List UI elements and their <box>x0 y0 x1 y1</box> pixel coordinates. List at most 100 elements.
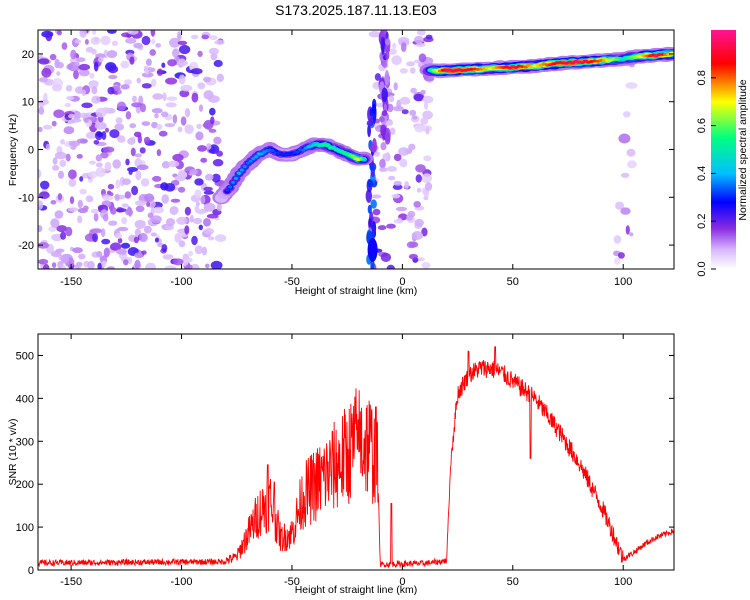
noise-blob <box>214 234 227 243</box>
noise-blob <box>108 74 118 80</box>
noise-blob <box>425 182 433 191</box>
noise-blob <box>128 170 133 175</box>
y-tick-label: 0 <box>28 145 34 157</box>
noise-blob <box>188 250 194 257</box>
ridge-blob <box>356 158 361 161</box>
noise-blob <box>134 153 142 158</box>
noise-blob <box>200 157 208 163</box>
noise-blob <box>102 147 110 153</box>
noise-blob <box>178 233 188 238</box>
noise-blob <box>200 195 206 205</box>
noise-blob <box>143 65 149 71</box>
streak-blob <box>380 124 387 137</box>
noise-blob <box>151 38 156 45</box>
y-tick-label: -10 <box>18 192 34 204</box>
noise-blob <box>388 175 396 181</box>
noise-blob <box>51 262 57 268</box>
noise-blob <box>180 116 187 126</box>
streak-blob <box>367 179 374 188</box>
noise-blob <box>190 68 203 75</box>
noise-blob <box>141 250 147 255</box>
noise-blob <box>89 160 96 165</box>
noise-blob <box>386 166 397 172</box>
noise-blob <box>117 135 126 143</box>
noise-blob <box>54 151 67 160</box>
noise-blob <box>179 89 190 98</box>
x-tick-label: 50 <box>507 276 519 288</box>
noise-blob <box>141 72 154 78</box>
noise-blob <box>55 248 65 253</box>
noise-blob <box>78 63 91 71</box>
noise-blob <box>423 101 429 110</box>
noise-blob <box>115 117 123 125</box>
noise-blob <box>374 73 381 81</box>
noise-blob <box>68 207 79 212</box>
noise-blob <box>203 218 211 227</box>
noise-blob <box>114 123 125 131</box>
noise-blob <box>189 169 198 175</box>
noise-blob <box>141 83 152 89</box>
noise-blob <box>623 111 631 118</box>
noise-blob <box>156 149 162 157</box>
noise-blob <box>185 264 193 269</box>
noise-blob <box>167 59 177 67</box>
noise-blob <box>184 108 191 118</box>
noise-blob <box>73 69 79 80</box>
noise-blob <box>393 219 404 224</box>
noise-blob <box>380 142 387 151</box>
noise-blob <box>138 232 148 243</box>
noise-blob <box>66 95 75 101</box>
noise-blob <box>392 42 397 49</box>
noise-blob <box>399 96 411 105</box>
noise-blob <box>203 190 214 195</box>
noise-blob <box>143 136 151 145</box>
noise-blob <box>627 160 637 169</box>
snr-y-axis-label: SNR (10 * v/v) <box>7 418 19 485</box>
noise-blob <box>412 115 418 120</box>
noise-blob <box>101 238 111 245</box>
streak-blob <box>385 38 391 46</box>
ridge-blob <box>362 156 367 160</box>
noise-blob <box>206 143 212 150</box>
noise-blob <box>114 193 120 201</box>
noise-blob <box>42 124 53 130</box>
noise-blob <box>393 82 398 91</box>
noise-blob <box>198 224 203 231</box>
noise-blob <box>167 160 180 168</box>
noise-blob <box>84 39 89 45</box>
noise-blob <box>38 77 48 83</box>
spectrogram-x-axis-label: Height of straight line (km) <box>295 285 418 297</box>
noise-blob <box>387 103 394 113</box>
noise-blob <box>74 39 82 44</box>
noise-blob <box>389 127 396 135</box>
streak-blob <box>367 124 371 138</box>
noise-blob <box>414 218 425 227</box>
y-tick-label: 20 <box>22 49 34 61</box>
ridge-blob <box>239 168 244 172</box>
noise-blob <box>100 228 106 238</box>
noise-blob <box>172 114 178 124</box>
noise-blob <box>81 89 86 96</box>
streak-blob <box>371 227 376 235</box>
noise-blob <box>60 264 66 269</box>
noise-blob <box>368 31 381 38</box>
noise-blob <box>192 217 203 225</box>
noise-blob <box>198 104 204 112</box>
noise-blob <box>65 226 73 237</box>
noise-blob <box>103 247 110 258</box>
y-tick-label: 200 <box>16 479 34 491</box>
noise-blob <box>92 30 97 35</box>
noise-blob <box>38 58 50 65</box>
noise-blob <box>108 220 118 226</box>
streak-blob <box>365 189 372 203</box>
noise-blob <box>194 178 204 186</box>
noise-blob <box>133 236 139 244</box>
noise-blob <box>50 200 57 205</box>
noise-blob <box>391 55 402 66</box>
spectrogram-y-ticks: -20 -10 0 10 20 <box>18 49 674 252</box>
noise-blob <box>408 253 418 260</box>
figure-title: S173.2025.187.11.13.E03 <box>275 2 437 18</box>
noise-blob <box>76 57 86 63</box>
noise-blob <box>203 227 215 235</box>
noise-blob <box>50 218 60 228</box>
